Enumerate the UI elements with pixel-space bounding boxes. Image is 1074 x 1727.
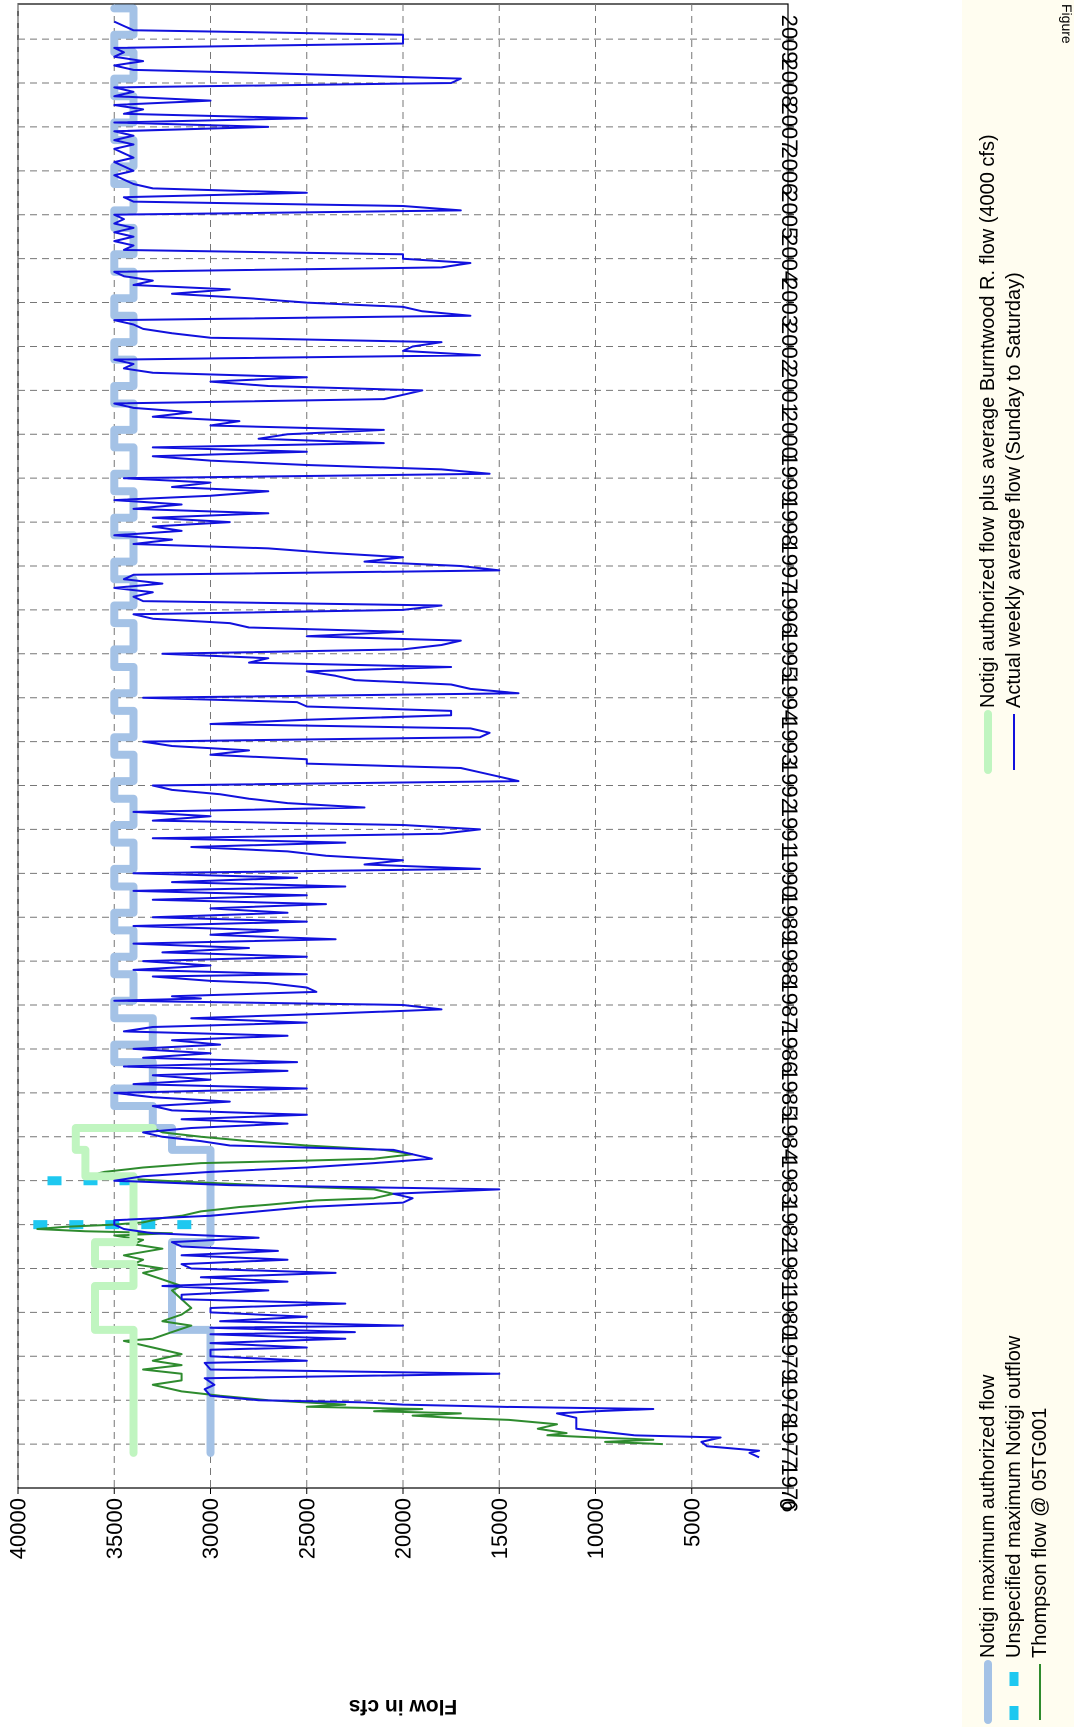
series-line-3 [36,1127,663,1446]
legend-label-4: Notigi authorized flow plus average Burn… [977,134,999,708]
y-axis-title: Flow in cfs [349,1695,458,1718]
legend-label-5: Actual weekly average flow (Sunday to Sa… [1003,272,1025,708]
flow-tick-label-25000: 25000 [294,1498,319,1559]
flow-tick-label-30000: 30000 [198,1498,223,1559]
flow-tick-label-10000: 10000 [583,1498,608,1559]
series-line-4 [71,1124,157,1457]
legend-label-2: Unspecified maximum Notigi outflow [1003,1335,1025,1658]
legend-background [962,0,1074,1727]
legend-label-1: Notigi maximum authorized flow [977,1374,999,1658]
series-line-1 [110,4,215,1457]
series-group [27,4,761,1459]
plot-area [17,3,789,1489]
flow-tick-label-20000: 20000 [391,1498,416,1559]
flow-tick-label-15000: 15000 [487,1498,512,1559]
figure-caption-label: Figure [1059,4,1074,44]
flow-tick-label-5000: 5000 [679,1498,704,1547]
flow-tick-label-40000: 40000 [6,1498,31,1559]
legend-label-3: Thompson flow @ 05TG001 [1029,1408,1051,1658]
flow-tick-label-35000: 35000 [102,1498,127,1559]
legend: Notigi maximum authorized flow Unspecifie… [962,0,1074,1727]
flow-tick-label-0: 0 [776,1498,801,1510]
axes: 0 5000 10000 15000 20000 25000 30000 35000 40000… [6,15,803,1560]
series-line-5 [113,20,761,1459]
